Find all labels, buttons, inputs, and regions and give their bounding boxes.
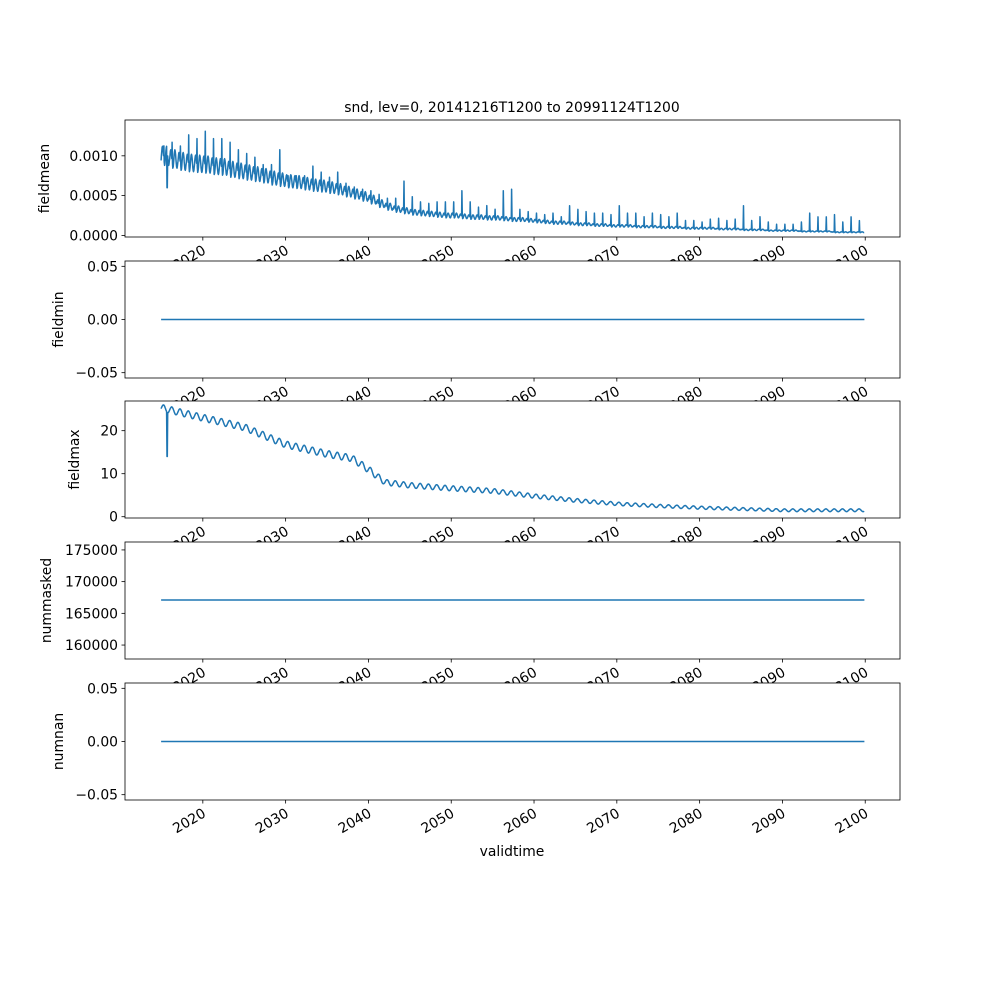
chart-title: snd, lev=0, 20141216T1200 to 20991124T12… [344, 100, 679, 116]
y-tick-label: 0.05 [87, 681, 118, 697]
y-axis-label: fieldmax [67, 429, 83, 489]
axes-frame [124, 400, 901, 519]
y-tick-label: −0.05 [75, 366, 118, 382]
y-tick-label: 10 [100, 467, 118, 483]
y-tick-label: 160000 [65, 638, 118, 654]
y-tick-label: 20 [100, 424, 118, 440]
y-tick-label: 0 [109, 510, 118, 526]
axes-frame [124, 541, 901, 660]
axes-background [125, 401, 900, 518]
y-tick-label: 175000 [65, 543, 118, 559]
y-tick-label: 0.0000 [69, 228, 118, 244]
y-tick-label: 165000 [65, 606, 118, 622]
y-tick-label: 0.00 [87, 313, 118, 329]
y-tick-label: 0.0005 [69, 189, 118, 205]
y-axis-label: fieldmin [51, 291, 67, 347]
y-axis-label: nummasked [39, 558, 55, 643]
series-line-fieldmean [160, 130, 865, 234]
y-tick-label: 170000 [65, 575, 118, 591]
y-tick-label: −0.05 [75, 788, 118, 804]
series-line-fieldmax [160, 404, 865, 513]
axes-frame [124, 119, 901, 238]
y-tick-label: 0.0010 [69, 149, 118, 165]
y-tick-label: 0.05 [87, 259, 118, 275]
y-axis-label: numnan [51, 713, 67, 770]
x-axis-label: validtime [480, 844, 545, 860]
y-axis-label: fieldmean [37, 144, 53, 213]
y-tick-label: 0.00 [87, 735, 118, 751]
